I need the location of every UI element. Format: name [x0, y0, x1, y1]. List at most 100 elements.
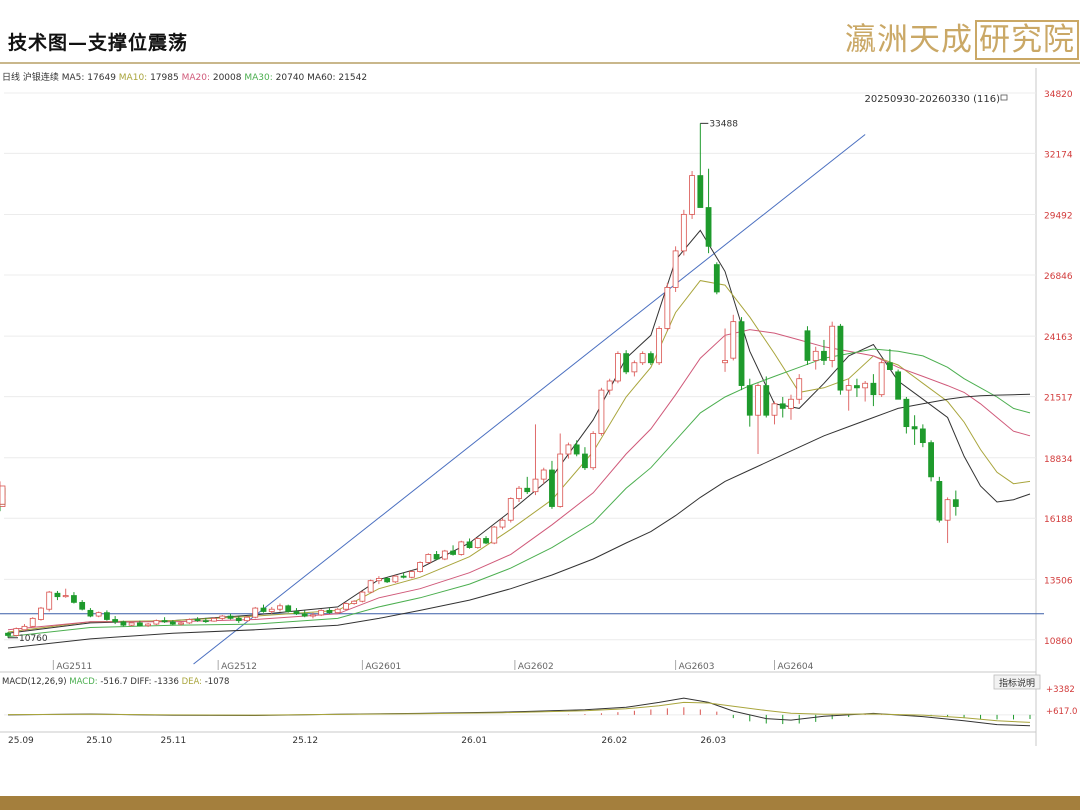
indicator-help-button[interactable] — [993, 674, 1041, 690]
candle-body — [0, 485, 6, 505]
candle-body — [854, 385, 860, 389]
candle-body — [672, 250, 679, 288]
macd-value: -1336 — [154, 677, 181, 687]
candle-body — [441, 550, 448, 560]
candle-body — [705, 207, 712, 247]
candle-body — [804, 330, 811, 361]
candle-body — [845, 385, 852, 391]
x-tick-label: 26.03 — [700, 736, 726, 746]
candle-body — [491, 526, 498, 544]
candle-body — [582, 453, 588, 469]
candle-body — [29, 617, 36, 627]
candle-body — [153, 620, 160, 625]
trendline — [193, 134, 866, 665]
candle-body — [944, 499, 951, 521]
ma-value: 20008 — [213, 73, 245, 83]
candle-body — [466, 541, 473, 548]
candle-body — [359, 591, 366, 602]
ma-label: MA10: — [119, 73, 150, 83]
candle-body — [549, 469, 555, 507]
candle-body — [417, 562, 423, 572]
ma-value: 17649 — [87, 73, 119, 83]
candle-body — [812, 350, 819, 361]
candle-body — [886, 362, 893, 370]
macd-dea-line — [7, 701, 1031, 723]
candle-body — [46, 591, 53, 610]
candle-body — [919, 428, 926, 444]
candle-body — [351, 600, 358, 604]
macd-label: MACD(12,26,9) — [2, 677, 69, 687]
candle-body — [169, 621, 176, 625]
candle-body — [664, 287, 671, 329]
candle-body — [186, 619, 193, 624]
candle-body — [375, 578, 382, 582]
candle-body — [62, 595, 69, 598]
x-tick-label: 25.10 — [86, 736, 112, 746]
y-tick-label: 32174 — [1044, 150, 1073, 160]
candle-body — [713, 264, 720, 293]
candle-body — [895, 371, 902, 400]
candle-body — [516, 487, 522, 499]
candle-body — [458, 541, 465, 555]
candle-body — [425, 554, 432, 563]
ma-line-ma60 — [7, 393, 1031, 649]
candle-body — [235, 617, 242, 622]
candle-body — [540, 469, 547, 480]
candle-body — [13, 628, 20, 636]
contract-label: AG2511 — [56, 662, 92, 672]
ma-label: MA20: — [182, 73, 213, 83]
ma-value: 17985 — [150, 73, 182, 83]
candle-body — [293, 611, 300, 615]
candle-body — [301, 613, 308, 617]
high-annotation: 33488 — [709, 119, 738, 129]
contract-label: AG2603 — [679, 662, 715, 672]
logo-text: 瀛洲天成 — [845, 22, 973, 58]
y-tick-label: 10860 — [1044, 637, 1073, 647]
candle-body — [71, 595, 77, 603]
candle-body — [211, 617, 217, 622]
candle-body — [268, 608, 275, 612]
candle-body — [310, 614, 316, 617]
candle-body — [738, 321, 745, 386]
candle-body — [755, 385, 761, 416]
candle-body — [639, 353, 646, 364]
ma-line-ma20 — [7, 329, 1031, 631]
candle-body — [400, 575, 407, 578]
y-tick-label: 13506 — [1044, 576, 1073, 586]
macd-value: -1078 — [205, 677, 230, 687]
candle-body — [730, 321, 737, 359]
candle-body — [647, 353, 654, 364]
candle-body — [565, 444, 572, 455]
candle-body — [38, 607, 44, 620]
candle-body — [598, 389, 605, 434]
candle-body — [384, 578, 391, 583]
candle-body — [928, 442, 934, 478]
candle-body — [796, 378, 803, 400]
candle-body — [21, 625, 28, 631]
y-tick-label: 21517 — [1044, 394, 1073, 404]
candle-body — [277, 605, 283, 610]
candle-body — [54, 592, 61, 598]
candle-body — [252, 607, 259, 618]
macd-y-tick: +3382 — [1046, 685, 1075, 695]
candle-body — [623, 353, 630, 373]
candle-body — [334, 608, 341, 614]
x-tick-label: 25.12 — [292, 736, 318, 746]
ma-label: MA5: — [62, 73, 88, 83]
range-label: 20250930-20260330 (116) — [865, 94, 1001, 105]
candle-body — [771, 403, 778, 416]
macd-label: MACD: — [69, 677, 100, 687]
candle-body — [128, 622, 135, 626]
candlestick-chart[interactable]: 33488 10760 34820 32174 29492 26846 24163 2151… — [0, 66, 1080, 746]
candle-body — [5, 632, 11, 636]
candle-body — [689, 175, 695, 215]
candle-body — [532, 478, 539, 493]
candle-body — [112, 619, 119, 623]
candle-body — [763, 385, 770, 416]
candle-body — [318, 609, 325, 616]
candle-body — [952, 499, 959, 507]
macd-label: DEA: — [182, 677, 205, 687]
candle-body — [656, 328, 663, 364]
page-title: 技术图—支撑位震荡 — [8, 32, 189, 54]
candle-body — [343, 603, 349, 610]
